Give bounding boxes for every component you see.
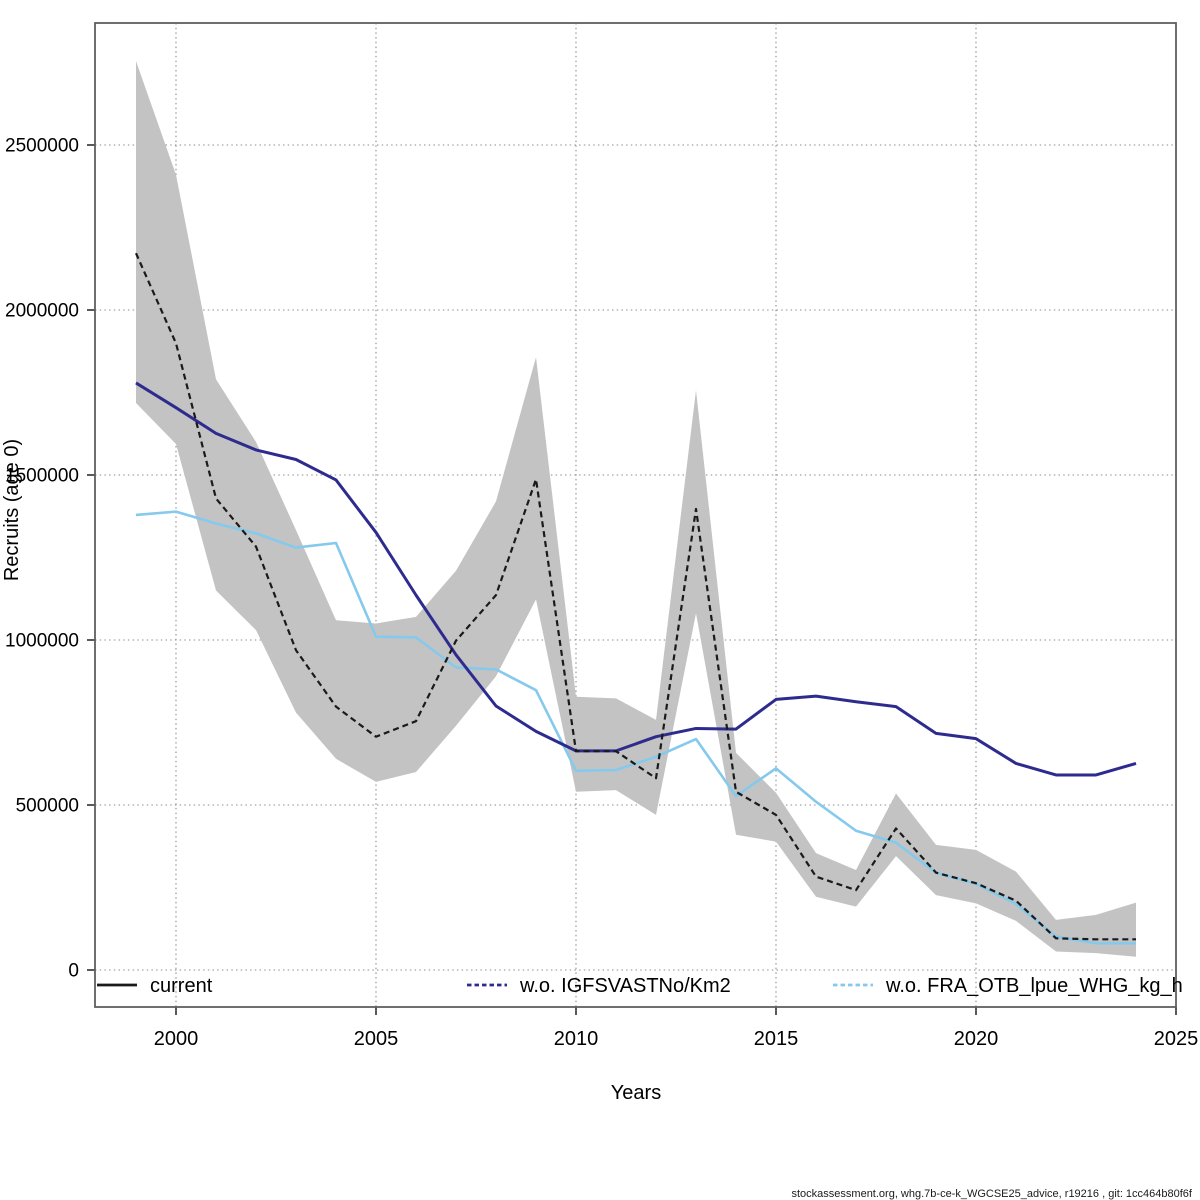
x-tick-label: 2020 (954, 1028, 999, 1050)
footer-credit: stockassessment.org, whg.7b-ce-k_WGCSE25… (792, 1188, 1193, 1200)
legend-label: current (150, 975, 213, 997)
y-axis-title: Recruits (age 0) (1, 439, 23, 581)
legend: current w.o. IGFSVASTNo/Km2 w.o. FRA_OTB_l… (97, 975, 1183, 997)
y-tick-label: 2000000 (5, 301, 79, 322)
series-line-2 (135, 381, 1137, 777)
x-tick-label: 2000 (154, 1028, 199, 1050)
y-tick-label: 2500000 (5, 136, 79, 157)
series-line-1 (134, 252, 1136, 941)
confidence-band (136, 61, 1136, 957)
confidence-band-layer (136, 61, 1136, 957)
series-layer (134, 252, 1137, 945)
x-tick-label: 2005 (354, 1028, 399, 1050)
y-tick-label: 1500000 (5, 466, 79, 487)
plot-frame (94, 22, 1177, 1008)
legend-label: w.o. FRA_OTB_lpue_WHG_kg_h (885, 975, 1183, 997)
legend-item-1: current (97, 975, 213, 997)
x-axis-title: Years (611, 1082, 661, 1104)
frame-layer (94, 22, 1177, 1008)
grid-layer: 2000 2005 2010 2015 2020 2025 0 500000 1000000 15… (5, 23, 1198, 1050)
legend-item-2: w.o. IGFSVASTNo/Km2 (467, 975, 731, 997)
x-tick-label: 2010 (554, 1028, 599, 1050)
y-tick-label: 1000000 (5, 631, 79, 652)
legend-label: w.o. IGFSVASTNo/Km2 (519, 975, 731, 997)
x-tick-label: 2015 (754, 1028, 799, 1050)
y-tick-label: 0 (68, 961, 79, 982)
legend-item-3: w.o. FRA_OTB_lpue_WHG_kg_h (833, 975, 1183, 997)
y-tick-label: 500000 (16, 796, 79, 817)
x-tick-label: 2025 (1154, 1028, 1199, 1050)
